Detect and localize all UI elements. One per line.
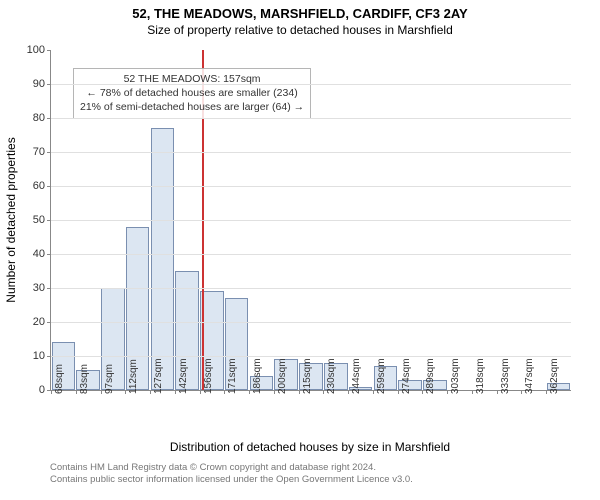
ytick-mark	[47, 186, 51, 187]
x-axis-label: Distribution of detached houses by size …	[50, 440, 570, 454]
xtick-label: 68sqm	[54, 364, 65, 394]
xtick-label: 230sqm	[326, 358, 337, 394]
xtick-mark	[224, 390, 225, 394]
xtick-label: 318sqm	[475, 358, 486, 394]
xtick-mark	[51, 390, 52, 394]
ytick-label: 80	[33, 112, 45, 124]
xtick-label: 303sqm	[450, 358, 461, 394]
ytick-label: 50	[33, 214, 45, 226]
xtick-label: 259sqm	[376, 358, 387, 394]
xtick-mark	[323, 390, 324, 394]
xtick-label: 274sqm	[401, 358, 412, 394]
xtick-label: 347sqm	[524, 358, 535, 394]
xtick-label: 200sqm	[277, 358, 288, 394]
xtick-label: 362sqm	[549, 358, 560, 394]
ytick-label: 10	[33, 350, 45, 362]
xtick-label: 333sqm	[500, 358, 511, 394]
ytick-label: 20	[33, 316, 45, 328]
annotation-line-3: 21% of semi-detached houses are larger (…	[80, 100, 304, 114]
ytick-mark	[47, 254, 51, 255]
grid-line	[51, 322, 571, 323]
xtick-label: 215sqm	[302, 358, 313, 394]
xtick-mark	[125, 390, 126, 394]
xtick-label: 289sqm	[425, 358, 436, 394]
xtick-mark	[521, 390, 522, 394]
grid-line	[51, 356, 571, 357]
xtick-label: 83sqm	[79, 364, 90, 394]
xtick-mark	[447, 390, 448, 394]
grid-line	[51, 186, 571, 187]
grid-line	[51, 220, 571, 221]
ytick-label: 40	[33, 248, 45, 260]
ytick-mark	[47, 220, 51, 221]
xtick-label: 156sqm	[203, 358, 214, 394]
plot-area: 52 THE MEADOWS: 157sqm ← 78% of detached…	[50, 50, 571, 391]
grid-line	[51, 288, 571, 289]
xtick-mark	[200, 390, 201, 394]
grid-line	[51, 254, 571, 255]
ytick-label: 100	[27, 44, 45, 56]
xtick-mark	[76, 390, 77, 394]
xtick-mark	[422, 390, 423, 394]
page-subtitle: Size of property relative to detached ho…	[0, 21, 600, 37]
ytick-label: 60	[33, 180, 45, 192]
ytick-label: 30	[33, 282, 45, 294]
grid-line	[51, 118, 571, 119]
xtick-label: 142sqm	[178, 358, 189, 394]
footer: Contains HM Land Registry data © Crown c…	[50, 462, 570, 487]
ytick-mark	[47, 152, 51, 153]
ytick-label: 90	[33, 78, 45, 90]
grid-line	[51, 152, 571, 153]
y-axis-label: Number of detached properties	[4, 137, 18, 302]
xtick-label: 171sqm	[227, 358, 238, 394]
xtick-label: 186sqm	[252, 358, 263, 394]
xtick-mark	[348, 390, 349, 394]
xtick-mark	[175, 390, 176, 394]
xtick-mark	[546, 390, 547, 394]
ytick-mark	[47, 118, 51, 119]
xtick-label: 127sqm	[153, 358, 164, 394]
xtick-mark	[150, 390, 151, 394]
footer-line-1: Contains HM Land Registry data © Crown c…	[50, 462, 570, 474]
xtick-mark	[249, 390, 250, 394]
xtick-label: 112sqm	[128, 359, 139, 394]
page-title: 52, THE MEADOWS, MARSHFIELD, CARDIFF, CF…	[0, 0, 600, 21]
ytick-mark	[47, 322, 51, 323]
ytick-mark	[47, 356, 51, 357]
xtick-mark	[101, 390, 102, 394]
ytick-mark	[47, 50, 51, 51]
xtick-mark	[274, 390, 275, 394]
chart-container: 52, THE MEADOWS, MARSHFIELD, CARDIFF, CF…	[0, 0, 600, 500]
xtick-label: 97sqm	[104, 364, 115, 394]
xtick-mark	[472, 390, 473, 394]
ytick-mark	[47, 84, 51, 85]
grid-line	[51, 84, 571, 85]
annotation-line-2: ← 78% of detached houses are smaller (23…	[80, 86, 304, 100]
footer-line-2: Contains public sector information licen…	[50, 474, 570, 486]
xtick-mark	[373, 390, 374, 394]
xtick-mark	[497, 390, 498, 394]
ytick-label: 70	[33, 146, 45, 158]
ytick-label: 0	[39, 384, 45, 396]
ytick-mark	[47, 288, 51, 289]
xtick-mark	[398, 390, 399, 394]
xtick-mark	[299, 390, 300, 394]
annotation-box: 52 THE MEADOWS: 157sqm ← 78% of detached…	[73, 68, 311, 119]
xtick-label: 244sqm	[351, 358, 362, 394]
histogram-bar	[151, 128, 175, 390]
